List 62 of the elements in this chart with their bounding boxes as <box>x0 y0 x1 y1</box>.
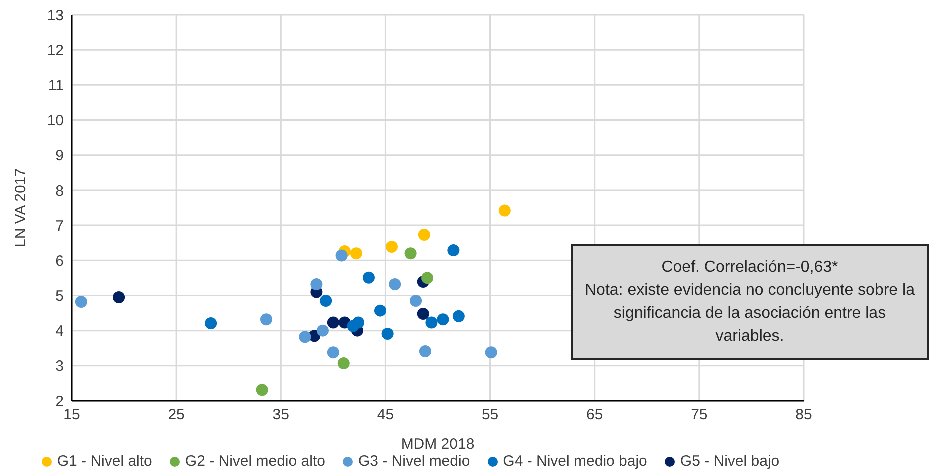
point <box>362 272 375 284</box>
point <box>410 294 422 307</box>
x-tick-label: 65 <box>586 406 604 424</box>
point <box>350 248 362 260</box>
y-tick-label: 9 <box>56 148 64 165</box>
point <box>338 357 350 370</box>
point <box>498 204 511 217</box>
point <box>327 346 340 359</box>
point <box>382 328 394 340</box>
point <box>113 291 126 304</box>
y-tick-label: 2 <box>56 393 64 410</box>
legend-label: G1 - Nivel alto <box>57 453 152 470</box>
point <box>386 240 398 253</box>
point <box>448 244 460 256</box>
legend-label: G3 - Nivel medio <box>358 453 470 470</box>
point <box>426 316 438 329</box>
legend-label: G4 - Nivel medio bajo <box>503 453 648 470</box>
x-axis-title: MDM 2018 <box>401 436 475 453</box>
x-tick-label: 45 <box>377 406 394 424</box>
point <box>320 294 332 307</box>
point <box>205 317 218 330</box>
point <box>417 308 430 320</box>
point <box>327 316 340 329</box>
point <box>485 346 498 359</box>
point <box>374 304 386 317</box>
point <box>260 314 273 326</box>
point <box>389 278 402 290</box>
x-tick-label: 75 <box>691 406 708 424</box>
legend-label: G2 - Nivel medio alto <box>185 453 326 470</box>
x-tick-label: 15 <box>64 406 80 424</box>
y-tick-label: 7 <box>56 218 64 235</box>
x-tick-label: 55 <box>482 406 499 424</box>
annotation: Nota: existe evidencia no concluyente sobre la significancia de la asociación entre las variables. <box>585 281 915 347</box>
y-tick-label: 4 <box>56 323 64 340</box>
point <box>336 250 348 262</box>
point <box>437 314 450 326</box>
y-tick-label: 6 <box>56 252 64 270</box>
point <box>418 229 430 242</box>
point <box>422 272 434 284</box>
x-tick-label: 85 <box>796 406 812 424</box>
point <box>299 331 312 344</box>
y-tick-label: 10 <box>47 112 64 130</box>
point <box>347 320 360 332</box>
point <box>256 384 268 396</box>
point <box>310 278 323 290</box>
x-tick-label: 25 <box>168 406 185 424</box>
point <box>452 310 465 322</box>
y-tick-label: 13 <box>47 7 64 24</box>
point <box>75 296 88 308</box>
y-tick-label: 3 <box>56 358 64 376</box>
note-box: Coef. Correlación=-0,63* Nota: existe evidencia no concluyente sobre la significancia de la asociación entre las variables. <box>571 244 929 360</box>
y-tick-label: 12 <box>47 42 64 60</box>
point <box>404 248 417 260</box>
y-tick-label: 11 <box>48 78 64 95</box>
x-tick-label: 35 <box>272 406 290 424</box>
point <box>419 346 432 358</box>
y-tick-label: 5 <box>56 288 64 306</box>
annotation: Coef. Correlación=-0,63* <box>660 258 840 278</box>
point <box>316 324 329 337</box>
legend-label: G5 - Nivel bajo <box>680 453 780 470</box>
y-tick-label: 8 <box>56 182 64 200</box>
y-axis-title: LN VA 2017 <box>12 168 30 248</box>
